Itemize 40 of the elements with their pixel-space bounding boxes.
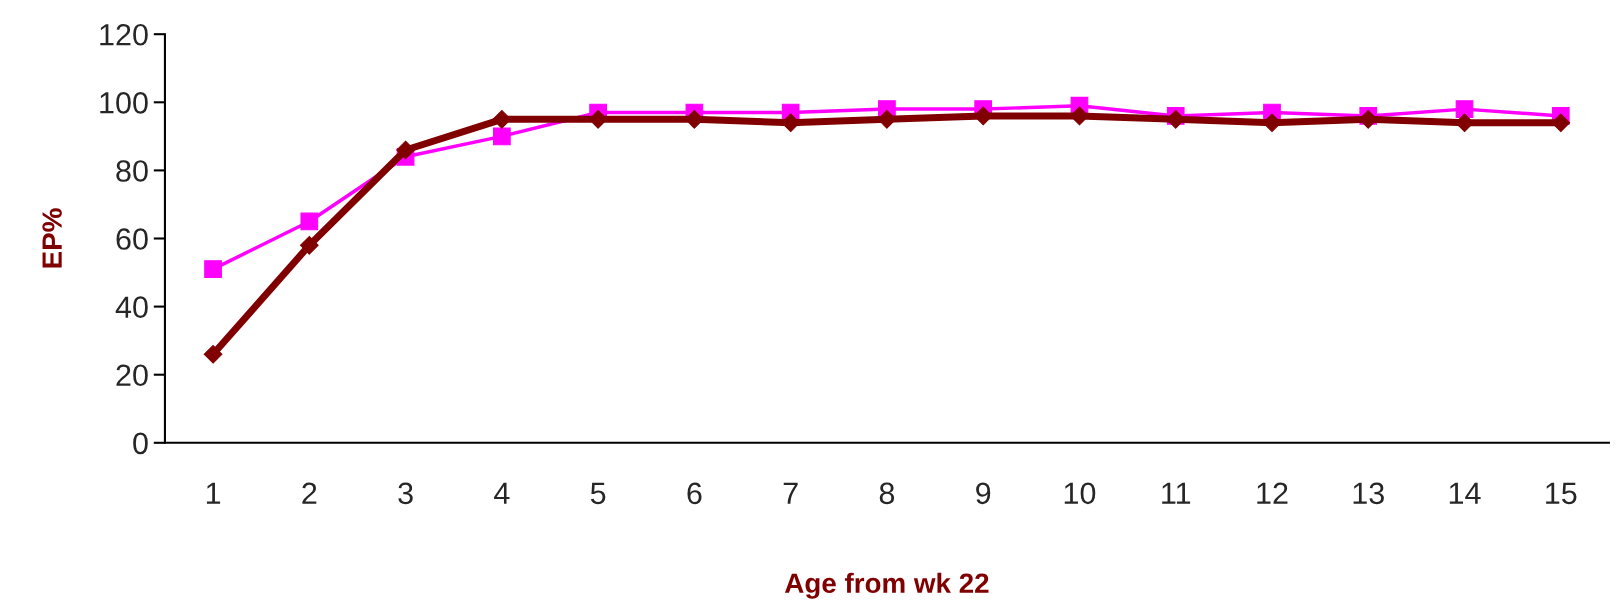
- x-tick-label: 14: [1449, 482, 1481, 504]
- point: [203, 344, 223, 364]
- y-tick-label: 0: [133, 432, 148, 455]
- x-tick-label: 1: [206, 482, 221, 504]
- point: [204, 260, 222, 278]
- point: [685, 109, 704, 129]
- x-tick-label: 12: [1257, 482, 1288, 504]
- x-tick-label: 11: [1162, 482, 1191, 504]
- point: [1455, 100, 1474, 118]
- x-tick-label: 15: [1546, 482, 1577, 505]
- point: [1070, 106, 1089, 126]
- point: [493, 127, 511, 146]
- point: [396, 140, 415, 160]
- x-tick-label: 8: [879, 482, 895, 505]
- y-axis-title: EP%: [42, 208, 62, 268]
- point: [1455, 113, 1474, 133]
- x-tick-label: 7: [783, 482, 798, 504]
- y-tick-label: 40: [115, 296, 148, 318]
- point: [1262, 113, 1282, 133]
- x-tick-label: 4: [494, 482, 510, 504]
- x-tick-label: 13: [1353, 482, 1384, 505]
- x-tick-label: 2: [302, 482, 317, 504]
- x-axis-title: Age from wk 22: [784, 572, 989, 599]
- point: [877, 109, 897, 129]
- point: [492, 109, 512, 129]
- point: [973, 106, 993, 126]
- point: [1551, 113, 1571, 133]
- x-tick-label: 5: [590, 482, 606, 505]
- y-tick-label: 100: [100, 92, 148, 114]
- y-tick-label: 80: [116, 160, 148, 182]
- x-tick-label: 3: [398, 482, 413, 505]
- point: [299, 235, 319, 255]
- x-tick-label: 10: [1064, 482, 1096, 505]
- y-tick-label: 20: [116, 364, 148, 387]
- y-tick-label: 60: [116, 228, 148, 250]
- x-tick-label: 9: [976, 482, 991, 505]
- point: [300, 212, 319, 231]
- point: [588, 109, 608, 129]
- x-tick-label: 6: [687, 482, 702, 505]
- y-tick-label: 120: [100, 23, 148, 46]
